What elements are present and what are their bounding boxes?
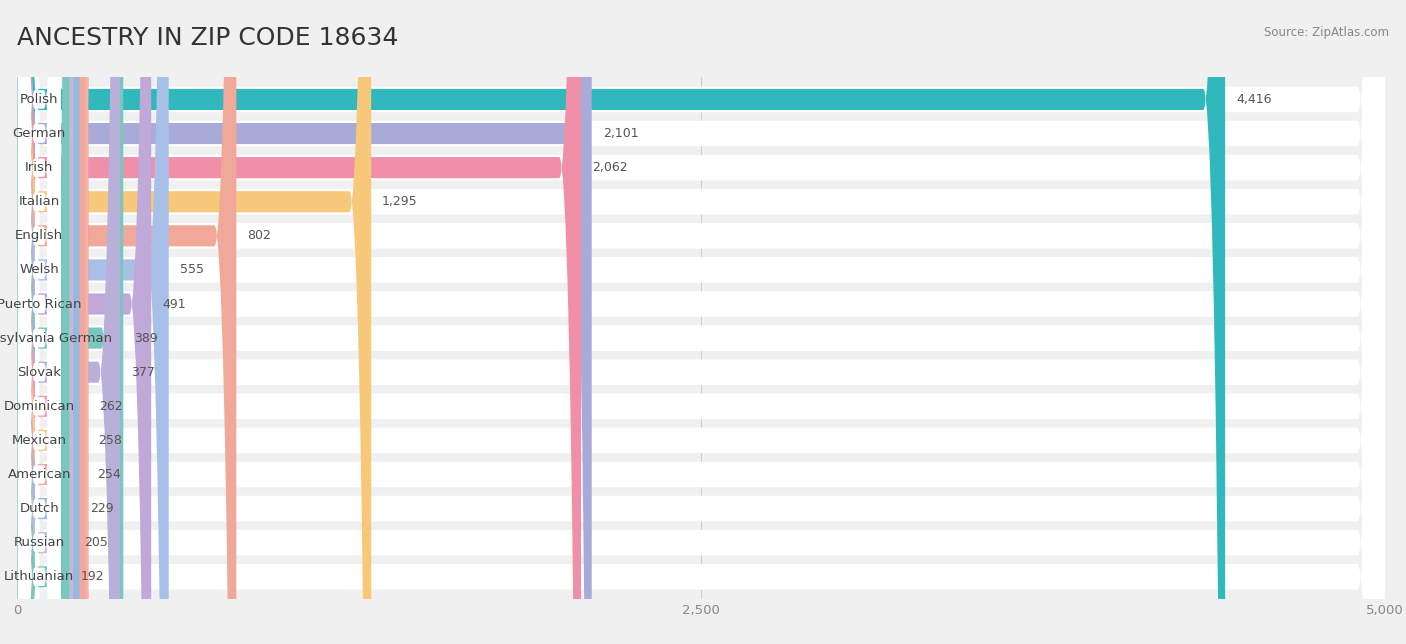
- FancyBboxPatch shape: [18, 0, 60, 644]
- FancyBboxPatch shape: [17, 0, 1385, 644]
- FancyBboxPatch shape: [17, 0, 152, 644]
- Text: Irish: Irish: [25, 161, 53, 174]
- Text: Slovak: Slovak: [17, 366, 62, 379]
- Text: Dominican: Dominican: [4, 400, 75, 413]
- Text: Welsh: Welsh: [20, 263, 59, 276]
- FancyBboxPatch shape: [18, 0, 60, 644]
- Text: 229: 229: [90, 502, 114, 515]
- FancyBboxPatch shape: [18, 0, 60, 644]
- Text: 802: 802: [247, 229, 271, 242]
- Text: American: American: [7, 468, 70, 481]
- FancyBboxPatch shape: [17, 0, 1385, 644]
- FancyBboxPatch shape: [18, 0, 60, 644]
- FancyBboxPatch shape: [17, 0, 80, 644]
- FancyBboxPatch shape: [17, 0, 73, 644]
- FancyBboxPatch shape: [17, 0, 1385, 644]
- FancyBboxPatch shape: [17, 0, 1385, 644]
- Text: English: English: [15, 229, 63, 242]
- Text: 491: 491: [162, 298, 186, 310]
- FancyBboxPatch shape: [18, 0, 60, 644]
- FancyBboxPatch shape: [17, 0, 1385, 644]
- FancyBboxPatch shape: [17, 0, 1385, 644]
- Text: 254: 254: [97, 468, 121, 481]
- Text: German: German: [13, 127, 66, 140]
- Text: 192: 192: [80, 570, 104, 583]
- FancyBboxPatch shape: [18, 0, 60, 644]
- Text: Italian: Italian: [18, 195, 60, 208]
- FancyBboxPatch shape: [18, 0, 60, 644]
- FancyBboxPatch shape: [17, 0, 1385, 644]
- FancyBboxPatch shape: [17, 0, 1385, 644]
- Text: 2,101: 2,101: [603, 127, 638, 140]
- FancyBboxPatch shape: [17, 0, 89, 644]
- Text: Mexican: Mexican: [11, 434, 66, 447]
- FancyBboxPatch shape: [17, 0, 120, 644]
- FancyBboxPatch shape: [18, 0, 60, 644]
- FancyBboxPatch shape: [18, 0, 60, 644]
- FancyBboxPatch shape: [17, 0, 124, 644]
- FancyBboxPatch shape: [17, 0, 1385, 644]
- Text: Russian: Russian: [14, 536, 65, 549]
- Text: 258: 258: [98, 434, 122, 447]
- FancyBboxPatch shape: [17, 0, 371, 644]
- Text: Dutch: Dutch: [20, 502, 59, 515]
- FancyBboxPatch shape: [17, 0, 86, 644]
- FancyBboxPatch shape: [18, 0, 60, 644]
- Text: 4,416: 4,416: [1236, 93, 1271, 106]
- FancyBboxPatch shape: [17, 0, 1225, 644]
- FancyBboxPatch shape: [17, 0, 169, 644]
- FancyBboxPatch shape: [18, 0, 60, 644]
- FancyBboxPatch shape: [17, 0, 592, 644]
- Text: 1,295: 1,295: [382, 195, 418, 208]
- FancyBboxPatch shape: [18, 0, 60, 644]
- FancyBboxPatch shape: [17, 0, 1385, 644]
- FancyBboxPatch shape: [17, 0, 236, 644]
- Text: Source: ZipAtlas.com: Source: ZipAtlas.com: [1264, 26, 1389, 39]
- Text: ANCESTRY IN ZIP CODE 18634: ANCESTRY IN ZIP CODE 18634: [17, 26, 398, 50]
- Text: 2,062: 2,062: [592, 161, 627, 174]
- Text: Pennsylvania German: Pennsylvania German: [0, 332, 111, 345]
- Text: 377: 377: [131, 366, 155, 379]
- FancyBboxPatch shape: [17, 0, 1385, 644]
- Text: Polish: Polish: [20, 93, 59, 106]
- Text: Puerto Rican: Puerto Rican: [0, 298, 82, 310]
- FancyBboxPatch shape: [18, 0, 60, 644]
- Text: 205: 205: [84, 536, 108, 549]
- FancyBboxPatch shape: [17, 0, 1385, 644]
- FancyBboxPatch shape: [17, 0, 581, 644]
- Text: 262: 262: [100, 400, 124, 413]
- FancyBboxPatch shape: [17, 0, 1385, 644]
- FancyBboxPatch shape: [17, 0, 1385, 644]
- Text: Lithuanian: Lithuanian: [4, 570, 75, 583]
- FancyBboxPatch shape: [17, 0, 87, 644]
- FancyBboxPatch shape: [18, 0, 60, 644]
- Text: 389: 389: [134, 332, 157, 345]
- FancyBboxPatch shape: [17, 0, 69, 644]
- FancyBboxPatch shape: [18, 0, 60, 644]
- FancyBboxPatch shape: [17, 0, 1385, 644]
- Text: 555: 555: [180, 263, 204, 276]
